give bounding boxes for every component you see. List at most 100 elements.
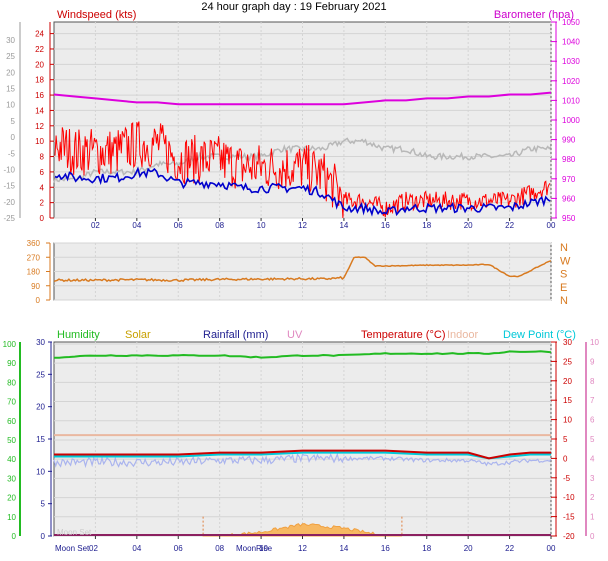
x-tick-label: 20 — [464, 544, 473, 553]
rain-tick-label: 15 — [36, 435, 45, 444]
x-tick-label: 20 — [464, 221, 473, 230]
wind-tick-label: 10 — [35, 137, 44, 146]
baro-tick-label: 1000 — [562, 116, 580, 125]
wind-tick-label: 16 — [35, 91, 44, 100]
uv-tick-label: 8 — [590, 377, 595, 386]
baro-tick-label: 1020 — [562, 77, 580, 86]
direction-tick-label: 180 — [27, 268, 41, 277]
wind-tick-label: 20 — [35, 60, 44, 69]
x-tick-label: 12 — [298, 544, 307, 553]
x-tick-label: 22 — [505, 221, 514, 230]
x-tick-label: 00 — [547, 544, 556, 553]
humidity-tick-label: 10 — [7, 513, 16, 522]
temp-tick-label: 25 — [563, 357, 572, 366]
x-tick-label: 16 — [381, 221, 390, 230]
humidity-tick-label: 60 — [7, 417, 16, 426]
humidity-tick-label: 100 — [3, 340, 17, 349]
temp-tick-label: 15 — [563, 396, 572, 405]
humidity-tick-label: 70 — [7, 398, 16, 407]
uv-tick-label: 3 — [590, 474, 595, 483]
outer-tick-label: 10 — [6, 101, 15, 110]
moon-set-tick: 02 — [89, 544, 98, 553]
x-tick-label: 22 — [505, 544, 514, 553]
rain-tick-label: 0 — [41, 532, 46, 541]
wind-tick-label: 2 — [40, 199, 45, 208]
humidity-line — [53, 350, 552, 359]
direction-tick-label: 360 — [27, 239, 41, 248]
outer-tick-label: -10 — [3, 165, 15, 174]
baro-tick-label: 950 — [562, 214, 576, 223]
x-tick-label: 06 — [174, 544, 183, 553]
outer-tick-label: 5 — [11, 117, 16, 126]
wind-tick-label: 0 — [40, 214, 45, 223]
outer-tick-label: 0 — [11, 133, 16, 142]
x-tick-label: 10 — [257, 221, 266, 230]
outer-tick-label: -20 — [3, 198, 15, 207]
uv-tick-label: 7 — [590, 396, 595, 405]
outer-tick-label: -25 — [3, 214, 15, 223]
faint-moon-label: Moon Set — [57, 528, 92, 537]
legend-temperature: Temperature (°C) — [361, 329, 445, 341]
temp-tick-label: -15 — [563, 513, 575, 522]
graph-title: 24 hour graph day : 19 February 2021 — [201, 1, 386, 13]
legend-uv: UV — [287, 329, 303, 341]
outer-tick-label: 30 — [6, 36, 15, 45]
wind-tick-label: 14 — [35, 106, 44, 115]
compass-label-n: N — [560, 242, 568, 254]
baro-tick-label: 990 — [562, 136, 576, 145]
uv-tick-label: 10 — [590, 338, 599, 347]
legend-indoor: Indoor — [447, 329, 479, 341]
compass-label-e: E — [560, 282, 567, 294]
wind-direction-line — [53, 256, 552, 283]
windspeed-average-line — [54, 166, 551, 217]
outer-tick-label: -15 — [3, 182, 15, 191]
x-tick-label: 16 — [381, 544, 390, 553]
uv-tick-label: 6 — [590, 416, 595, 425]
barometer-label: Barometer (hpa) — [494, 9, 574, 21]
x-tick-label: 12 — [298, 221, 307, 230]
temperature-line — [54, 449, 551, 460]
humidity-tick-label: 40 — [7, 455, 16, 464]
outer-tick-label: 20 — [6, 68, 15, 77]
rain-tick-label: 5 — [41, 500, 46, 509]
baro-tick-label: 1040 — [562, 38, 580, 47]
temp-tick-label: 5 — [563, 435, 568, 444]
x-tick-label: 00 — [547, 221, 556, 230]
x-tick-label: 04 — [132, 544, 141, 553]
baro-tick-label: 960 — [562, 194, 576, 203]
baro-tick-label: 970 — [562, 175, 576, 184]
humidity-tick-label: 80 — [7, 378, 16, 387]
wind-tick-label: 24 — [35, 30, 44, 39]
x-tick-label: 18 — [422, 221, 431, 230]
lavender-line — [53, 452, 552, 469]
humidity-tick-label: 0 — [12, 532, 17, 541]
x-tick-label: 14 — [339, 544, 348, 553]
wind-tick-label: 6 — [40, 168, 45, 177]
dewpoint-line — [54, 451, 551, 460]
uv-tick-label: 2 — [590, 493, 595, 502]
outer-tick-label: -5 — [8, 149, 16, 158]
temp-tick-label: -20 — [563, 532, 575, 541]
humidity-tick-label: 20 — [7, 494, 16, 503]
baro-tick-label: 980 — [562, 155, 576, 164]
uv-tick-label: 0 — [590, 532, 595, 541]
rain-tick-label: 30 — [36, 338, 45, 347]
humidity-tick-label: 50 — [7, 436, 16, 445]
wind-tick-label: 12 — [35, 122, 44, 131]
direction-tick-label: 0 — [36, 296, 41, 305]
barometer-line — [53, 91, 552, 106]
humidity-tick-label: 90 — [7, 359, 16, 368]
direction-tick-label: 90 — [31, 282, 40, 291]
windspeed-gust-line — [54, 121, 551, 219]
baro-tick-label: 1010 — [562, 96, 580, 105]
rain-tick-label: 20 — [36, 403, 45, 412]
x-tick-label: 06 — [174, 221, 183, 230]
direction-tick-label: 270 — [27, 253, 41, 262]
x-tick-label: 14 — [339, 221, 348, 230]
x-tick-label: 08 — [215, 221, 224, 230]
temp-tick-label: 30 — [563, 338, 572, 347]
uv-tick-label: 9 — [590, 357, 595, 366]
temp-tick-label: 0 — [563, 454, 568, 463]
moon-set-label: Moon Set — [55, 544, 90, 553]
